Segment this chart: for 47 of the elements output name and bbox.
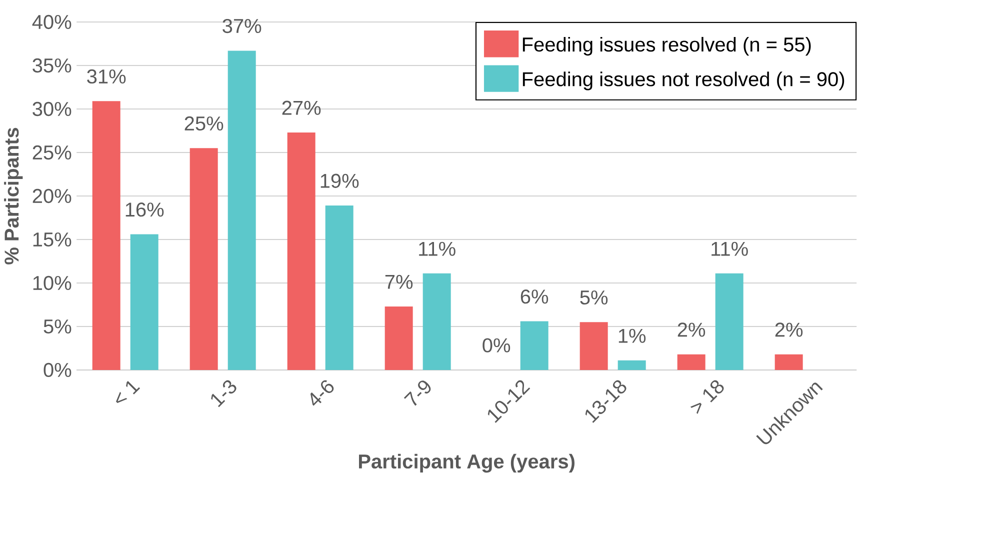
data-label: 27%	[282, 100, 321, 115]
data-label: 2%	[775, 322, 803, 337]
data-label: 11%	[712, 242, 748, 256]
y-tick-label: 0%	[44, 362, 72, 378]
y-tick-label: 25%	[32, 145, 72, 160]
x-tick-label: < 1	[116, 380, 140, 404]
x-tick-label: 1-3	[211, 380, 236, 408]
bar	[325, 206, 354, 370]
bar	[618, 360, 646, 370]
bar	[580, 322, 608, 370]
y-tick-label: 30%	[32, 102, 72, 116]
bar	[130, 234, 158, 370]
x-tick-label: 7-9	[404, 380, 431, 406]
data-label: 1%	[618, 328, 646, 343]
bar	[92, 101, 120, 370]
bar	[228, 50, 256, 370]
legend-label: Feeding issues not resolved (n = 90)	[522, 72, 844, 90]
data-label: 7%	[385, 274, 413, 289]
y-tick-label: 10%	[33, 276, 72, 290]
data-label: 16%	[126, 202, 164, 217]
bar	[422, 273, 451, 370]
bar	[520, 321, 548, 370]
legend-label: Feeding issues resolved (n = 55)	[522, 36, 811, 56]
x-tick-label: 4-6	[310, 380, 334, 406]
data-label: 37%	[222, 18, 262, 34]
y-tick-label: 35%	[32, 58, 72, 73]
data-label: 11%	[419, 242, 456, 256]
data-label: 2%	[678, 322, 706, 337]
bar	[384, 306, 413, 370]
y-tick-label: 40%	[32, 14, 72, 30]
data-label: 5%	[580, 290, 608, 305]
data-label: 25%	[184, 116, 224, 131]
x-tick-label: > 18	[690, 380, 724, 414]
x-axis-title: Participant Age (years)	[359, 454, 574, 473]
y-tick-label: 15%	[33, 232, 72, 247]
bar	[287, 132, 316, 370]
bar	[677, 354, 706, 370]
y-axis-title: % Participants	[4, 128, 23, 264]
bar	[190, 148, 218, 370]
bar	[774, 354, 803, 370]
data-label: 31%	[87, 69, 126, 84]
data-label: 19%	[320, 174, 359, 188]
y-tick-label: 20%	[32, 188, 72, 204]
data-label: 0%	[482, 338, 510, 352]
y-tick-label: 5%	[44, 319, 72, 334]
data-label: 6%	[520, 290, 548, 304]
bar	[715, 273, 744, 370]
